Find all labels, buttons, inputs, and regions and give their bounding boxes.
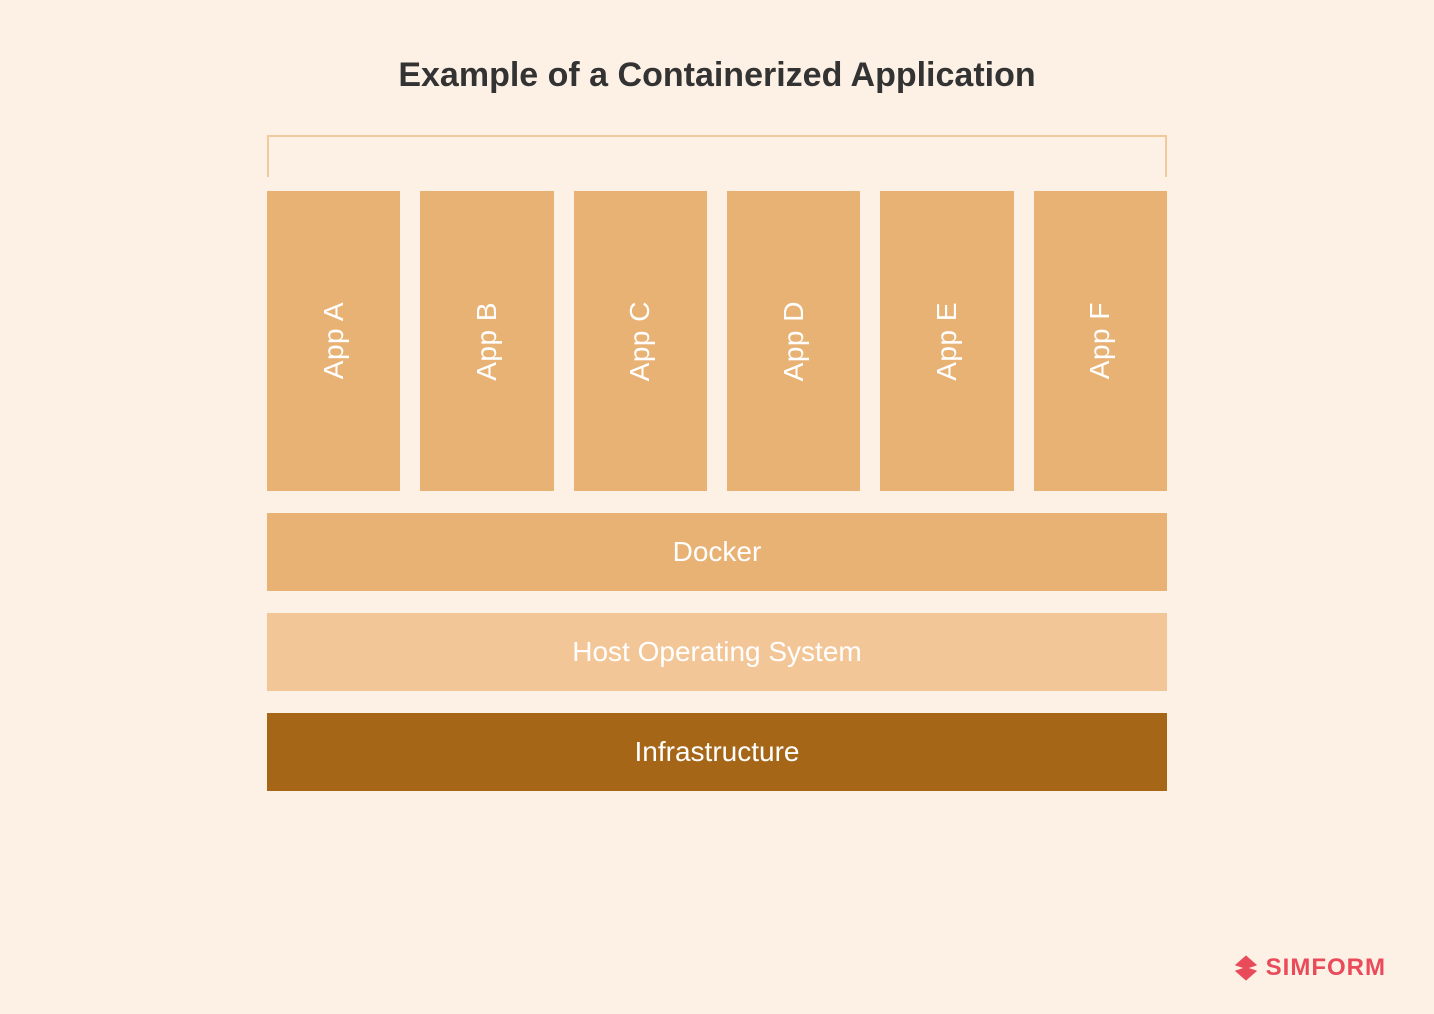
apps-row: App A App B App C App D App E App F (267, 191, 1167, 491)
app-label: App C (624, 301, 656, 381)
app-box: App D (727, 191, 860, 491)
app-label: App B (471, 302, 503, 381)
layer-box: Infrastructure (267, 713, 1167, 791)
app-label: App A (318, 302, 350, 379)
app-box: App C (574, 191, 707, 491)
apps-bracket (267, 135, 1167, 177)
app-box: App E (880, 191, 1013, 491)
layers-group: Docker Host Operating System Infrastructur… (267, 513, 1167, 791)
app-box: App F (1034, 191, 1167, 491)
app-label: App F (1084, 302, 1116, 379)
app-label: App E (931, 302, 963, 381)
app-label: App D (778, 301, 810, 381)
brand-logo-icon (1232, 954, 1260, 982)
brand-logo-text: SIMFORM (1266, 954, 1386, 982)
diagram-stack: App A App B App C App D App E App F Docker Hos… (267, 135, 1167, 791)
canvas: Example of a Containerized Application A… (0, 0, 1434, 1014)
layer-box: Host Operating System (267, 613, 1167, 691)
layer-label: Docker (673, 536, 762, 568)
diagram-title: Example of a Containerized Application (398, 56, 1035, 95)
brand-logo: SIMFORM (1232, 954, 1386, 982)
layer-label: Host Operating System (572, 636, 861, 668)
layer-box: Docker (267, 513, 1167, 591)
layer-label: Infrastructure (635, 736, 800, 768)
app-box: App A (267, 191, 400, 491)
app-box: App B (420, 191, 553, 491)
